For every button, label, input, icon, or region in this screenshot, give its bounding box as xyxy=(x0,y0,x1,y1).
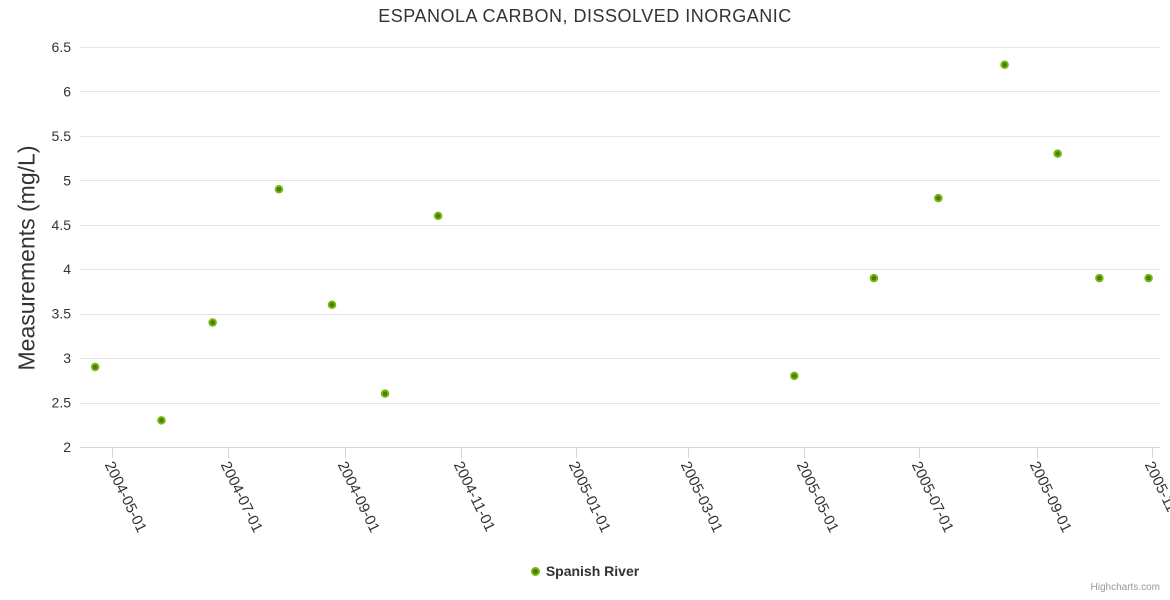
x-tick-label: 2005-09-01 xyxy=(1026,459,1075,535)
y-tick-label: 6.5 xyxy=(52,39,72,55)
x-tick-label: 2005-01-01 xyxy=(565,459,614,535)
legend-item-spanish-river[interactable]: Spanish River xyxy=(0,563,1170,579)
y-tick-label: 3.5 xyxy=(52,306,72,322)
data-point[interactable] xyxy=(934,193,943,203)
y-tick-label: 5.5 xyxy=(52,128,72,144)
y-tick-label: 3 xyxy=(63,350,71,366)
data-point[interactable] xyxy=(380,389,390,398)
x-tick-label: 2005-07-01 xyxy=(908,459,957,535)
legend-label: Spanish River xyxy=(545,563,640,579)
x-tick-label: 2004-11-01 xyxy=(450,459,498,534)
data-point[interactable] xyxy=(1095,273,1104,283)
x-tick-label: 2005-03-01 xyxy=(677,459,726,535)
data-point[interactable] xyxy=(1053,149,1062,158)
data-point[interactable] xyxy=(433,211,443,221)
x-tick-label: 2004-07-01 xyxy=(217,459,266,535)
data-point[interactable] xyxy=(327,300,337,310)
data-point[interactable] xyxy=(869,273,879,283)
data-point[interactable] xyxy=(274,184,284,194)
legend-marker-icon xyxy=(530,566,540,576)
data-point[interactable] xyxy=(90,362,100,372)
y-tick-label: 2.5 xyxy=(52,395,72,411)
x-tick-label: 2005-11-01 xyxy=(1141,459,1170,534)
chart-title: ESPANOLA CARBON, DISSOLVED INORGANIC xyxy=(378,6,792,26)
x-tick-label: 2005-05-01 xyxy=(793,459,842,535)
y-tick-label: 5 xyxy=(63,172,71,188)
data-point[interactable] xyxy=(1144,273,1153,283)
data-point[interactable] xyxy=(157,416,166,425)
data-point[interactable] xyxy=(1000,60,1009,70)
data-point[interactable] xyxy=(208,318,217,327)
x-tick-label: 2004-09-01 xyxy=(334,459,383,535)
y-tick-label: 4 xyxy=(63,261,71,277)
y-tick-label: 4.5 xyxy=(52,217,72,233)
y-tick-label: 2 xyxy=(63,439,71,455)
x-tick-label: 2004-05-01 xyxy=(101,459,150,535)
y-tick-label: 6 xyxy=(63,83,71,99)
data-point[interactable] xyxy=(790,371,799,381)
highcharts-credit-link[interactable]: Highcharts.com xyxy=(1090,582,1160,593)
